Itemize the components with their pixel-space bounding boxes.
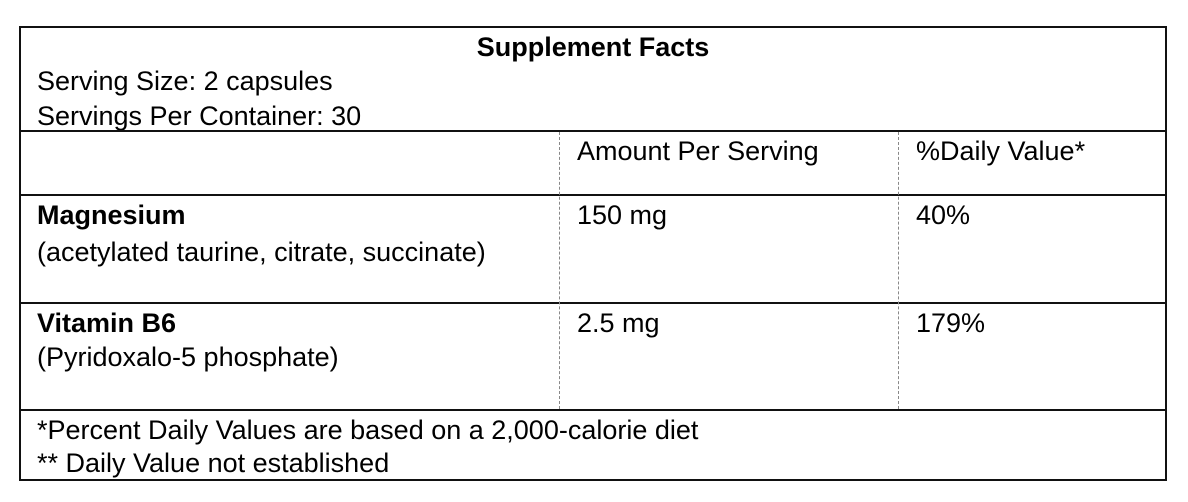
- column-divider-amount: [559, 132, 560, 409]
- divider-footnotes: [21, 409, 1165, 411]
- footnote-not-established: ** Daily Value not established: [37, 448, 390, 478]
- column-header-daily-value: %Daily Value*: [916, 136, 1086, 166]
- nutrient-amount: 2.5 mg: [577, 308, 660, 338]
- servings-per-container: Servings Per Container: 30: [37, 101, 362, 131]
- nutrient-detail: (Pyridoxalo-5 phosphate): [37, 342, 339, 372]
- column-divider-daily-value: [898, 132, 899, 409]
- column-header-amount: Amount Per Serving: [577, 136, 819, 166]
- footnote-daily-values: *Percent Daily Values are based on a 2,0…: [37, 415, 699, 445]
- divider-row-2: [21, 302, 1165, 304]
- nutrient-detail: (acetylated taurine, citrate, succinate): [37, 237, 486, 267]
- nutrient-name: Vitamin B6: [37, 308, 177, 338]
- nutrient-daily-value: 40%: [916, 200, 971, 230]
- nutrient-daily-value: 179%: [916, 308, 986, 338]
- divider-header: [21, 130, 1165, 132]
- nutrient-amount: 150 mg: [577, 200, 668, 230]
- serving-size: Serving Size: 2 capsules: [37, 66, 333, 96]
- supplement-facts-panel: Supplement Facts Serving Size: 2 capsule…: [19, 26, 1167, 481]
- nutrient-name: Magnesium: [37, 200, 186, 230]
- divider-row-1: [21, 194, 1165, 196]
- panel-title: Supplement Facts: [476, 32, 710, 62]
